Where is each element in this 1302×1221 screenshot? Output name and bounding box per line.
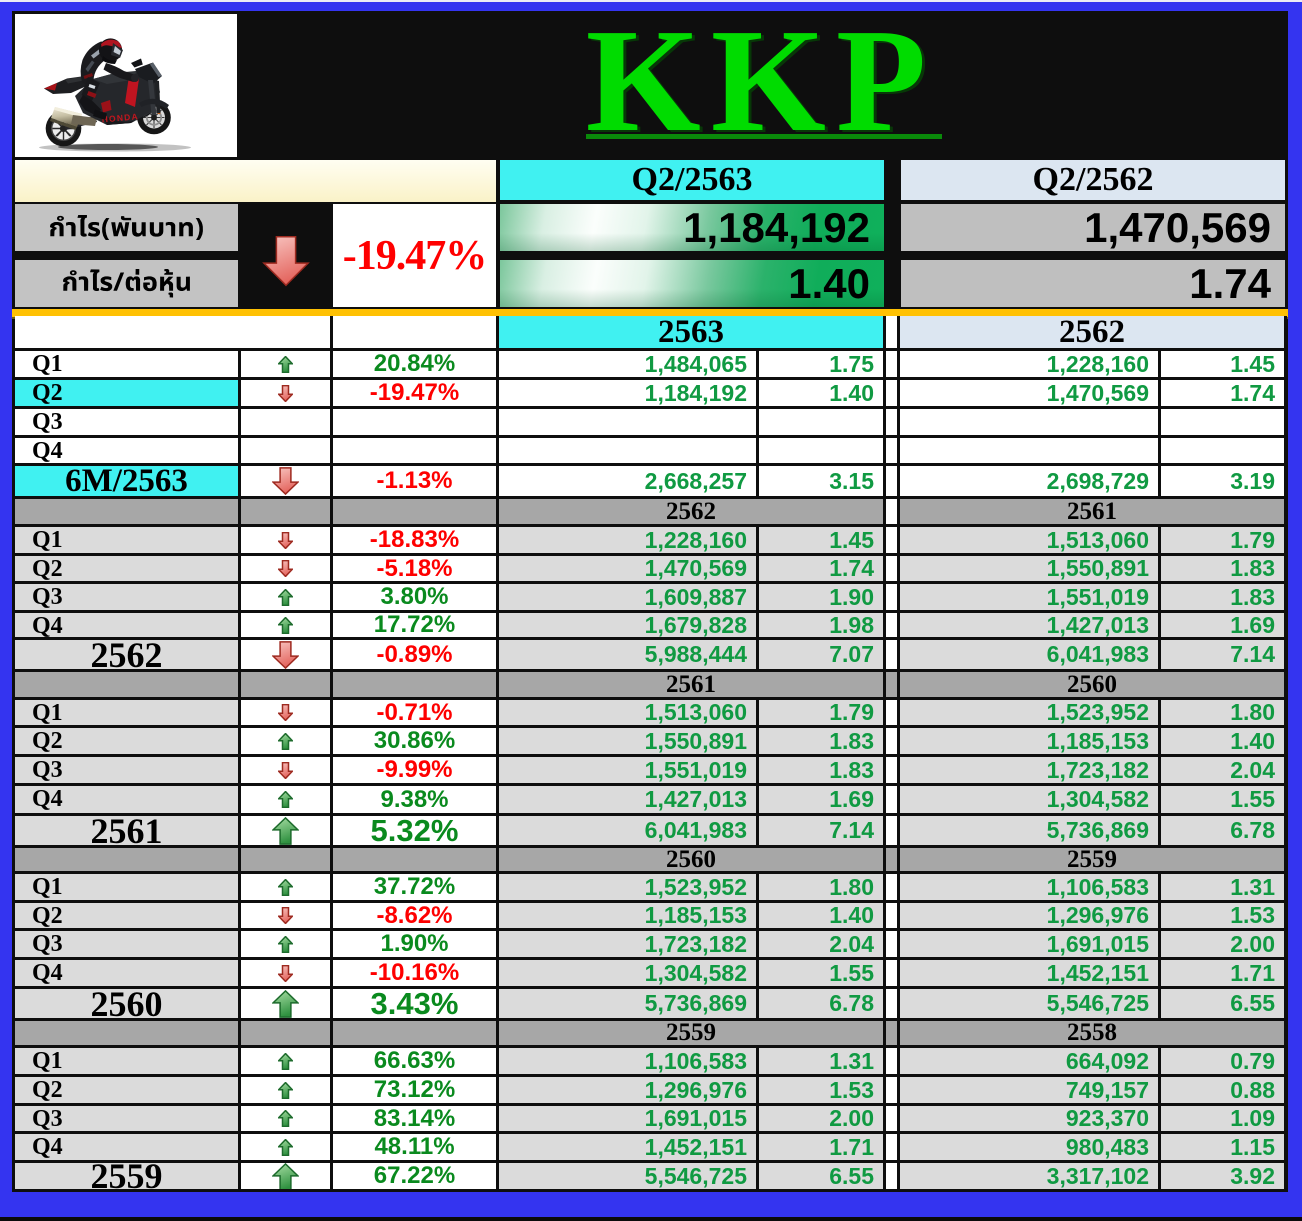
svg-text:HONDA: HONDA bbox=[101, 111, 139, 124]
